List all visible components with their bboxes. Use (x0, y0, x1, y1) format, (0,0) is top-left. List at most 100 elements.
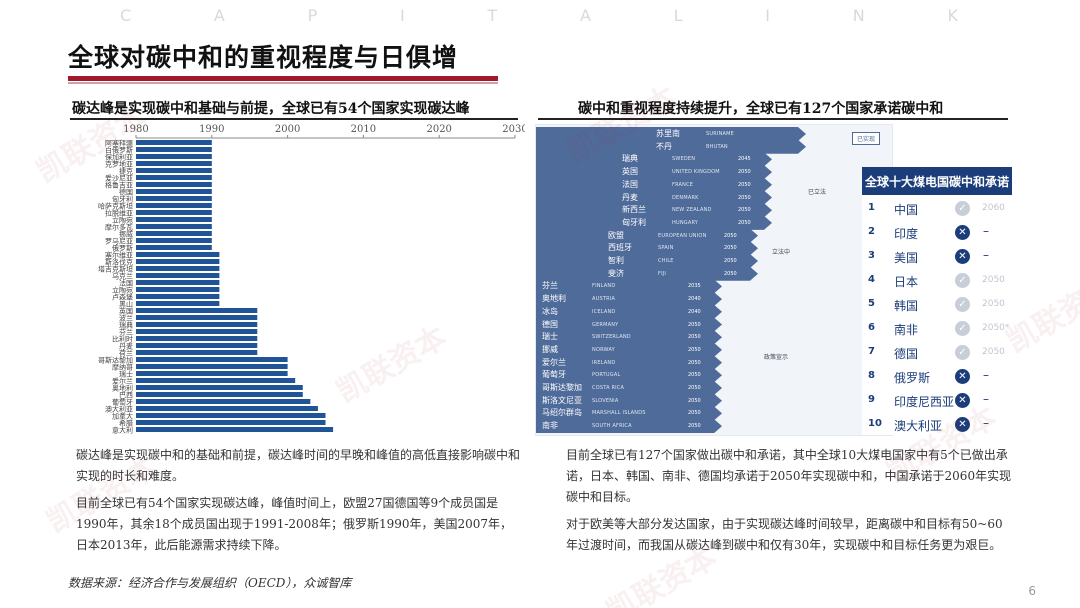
coal-rank: 10 (868, 418, 882, 429)
arrow-country-en: NORWAY (592, 346, 615, 353)
right-subtitle-rule (538, 118, 1008, 120)
pledge-status-tag: 已立法 (808, 189, 827, 196)
category-label: 黑山 (119, 300, 133, 309)
coal-country-table: 全球十大煤电国碳中和承诺 1 中国 ✓ 2060 2 印度 ✕ –3 美国 ✕ –4 日本 ✓ 2050 5… (862, 167, 1012, 435)
arrow-country-en: ICELAND (592, 308, 616, 315)
arrow-country-en: SWEDEN (672, 156, 696, 163)
bar (136, 161, 212, 166)
bar (136, 350, 258, 355)
coal-rank: 5 (868, 298, 875, 309)
pledge-arrow: 法国 FRANCE 2050 (536, 178, 772, 192)
left-paragraph-2: 目前全球已有54个国家实现碳达峰，峰值时间上，欧盟27国德国等9个成员国是199… (76, 496, 513, 552)
bar (136, 315, 258, 320)
category-label: 哈萨克斯坦 (98, 202, 133, 211)
check-icon: ✓ (955, 321, 970, 336)
coal-table-title: 全球十大煤电国碳中和承诺 (862, 167, 1012, 195)
category-label: 塔吉克斯坦 (98, 265, 133, 274)
pledge-arrow: 哥斯达黎加 COSTA RICA 2050 (536, 381, 722, 395)
arrow-country-cn: 芬兰 (542, 281, 558, 291)
page-number: 6 (1028, 584, 1036, 598)
category-label: 加拿大 (112, 412, 133, 421)
brand-letter: C (120, 6, 134, 25)
arrow-country-en: FINLAND (592, 283, 616, 290)
peak-year-bar-chart: 1980 1990 2000 2010 2020 2030 阿塞拜疆白俄罗斯保加利亚克罗地亚… (98, 124, 525, 435)
left-subtitle-rule (70, 118, 518, 120)
pledge-arrow: 苏里南 SURINAME (536, 127, 806, 141)
arrow-country-en: COSTA RICA (592, 385, 625, 391)
data-source: 数据来源：经济合作与发展组织（OECD），众诚智库 (68, 576, 352, 590)
category-label: 波兰 (119, 314, 133, 323)
left-paragraph-1: 碳达峰是实现碳中和的基础和前提，碳达峰时间的早晚和峰值的高低直接影响碳中和实现的… (76, 448, 521, 483)
category-label: 巴西 (119, 392, 133, 400)
arrow-year: 2050 (688, 423, 701, 430)
arrow-country-en: CHILE (658, 258, 674, 264)
category-label: 澳大利亚 (105, 405, 133, 414)
pledge-status-tag: 政策宣示 (764, 354, 789, 361)
bar (136, 280, 220, 285)
coal-table-row: 8 俄罗斯 ✕ – (862, 365, 1012, 389)
arrow-year: 2050 (738, 219, 751, 226)
category-label: 荷兰 (119, 349, 133, 358)
category-label: 比利时 (112, 335, 133, 344)
arrow-year: 2050 (688, 372, 701, 379)
coal-table-row: 7 德国 ✓ 2050 (862, 341, 1012, 365)
category-label: 西班牙 (112, 433, 133, 435)
bar (136, 329, 258, 334)
arrow-country-en: SURINAME (706, 131, 735, 137)
bar (136, 175, 212, 180)
check-icon: ✓ (955, 345, 970, 360)
coal-table-row: 10 澳大利亚 ✕ – (862, 413, 1012, 437)
arrow-country-cn: 西班牙 (608, 243, 632, 253)
category-label: 瑞典 (119, 321, 133, 330)
pledge-arrow: 南非 SOUTH AFRICA 2050 (536, 419, 722, 433)
brand-letter: N (852, 6, 867, 25)
arrow-country-en: AUSTRIA (592, 296, 616, 303)
category-label: 挪威 (119, 230, 133, 239)
coal-rank: 9 (868, 394, 875, 405)
pledge-arrow: 瑞典 SWEDEN 2045 (536, 152, 772, 166)
arrow-country-cn: 瑞典 (622, 154, 638, 164)
arrow-country-cn: 马绍尔群岛 (542, 408, 582, 418)
pledge-arrow: 欧盟 EUROPEAN UNION 2050 (536, 229, 758, 243)
coal-table-row: 5 韩国 ✓ 2050 (862, 293, 1012, 317)
bar (136, 413, 326, 418)
cross-icon: ✕ (955, 249, 970, 264)
arrow-country-en: DENMARK (672, 194, 699, 201)
category-label: 英国 (119, 307, 133, 316)
coal-country: 日本 (894, 275, 919, 289)
arrow-year: 2050 (688, 397, 701, 404)
category-label: 保加利亚 (105, 153, 133, 162)
category-label: 卢森堡 (112, 293, 133, 302)
bar (136, 203, 212, 208)
pledge-arrow: 马绍尔群岛 MARSHALL ISLANDS 2050 (536, 406, 722, 420)
x-tick-label: 2010 (351, 124, 376, 135)
category-label: 匈牙利 (112, 195, 133, 204)
arrow-country-cn: 南非 (542, 421, 558, 431)
bar (136, 182, 212, 187)
arrow-country-cn: 德国 (542, 319, 558, 329)
check-icon: ✓ (955, 273, 970, 288)
pledge-arrow: 智利 CHILE 2050 (536, 254, 758, 268)
bar (136, 245, 212, 250)
arrow-country-en: HUNGARY (672, 219, 699, 226)
bar (136, 420, 326, 425)
bar (136, 378, 296, 383)
pledge-arrow: 芬兰 FINLAND 2035 (536, 279, 722, 293)
x-tick-label: 2000 (275, 124, 300, 135)
coal-table-row: 9 印度尼西亚 ✕ – (862, 389, 1012, 413)
coal-country: 中国 (894, 203, 919, 217)
coal-pledge-year: – (983, 416, 989, 430)
coal-country: 德国 (894, 347, 919, 361)
arrow-country-en: UNITED KINGDOM (672, 169, 720, 176)
coal-rank: 3 (868, 250, 875, 261)
check-icon: ✓ (955, 297, 970, 312)
coal-country: 美国 (894, 251, 919, 265)
bar (136, 140, 212, 145)
bar (136, 147, 212, 152)
coal-table-row: 2 印度 ✕ – (862, 221, 1012, 245)
bar (136, 357, 288, 362)
brand-letter: A (579, 6, 593, 25)
coal-pledge-year: – (983, 248, 989, 262)
pledge-arrow: 不丹 BHUTAN (536, 140, 806, 154)
arrow-year: 2050 (738, 194, 751, 201)
